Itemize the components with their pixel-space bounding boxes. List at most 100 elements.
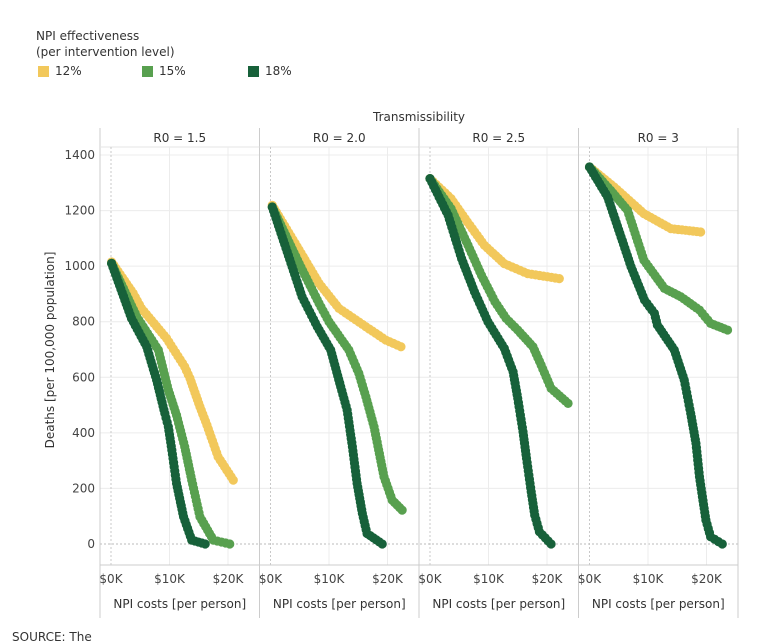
x-tick-label: $20K [691,572,723,586]
x-tick-label: $10K [473,572,505,586]
data-point [518,427,528,437]
y-tick-label: 1000 [64,259,95,273]
data-point [705,532,716,542]
x-tick-label: $10K [633,572,665,586]
legend-swatch-15 [142,65,153,77]
x-tick-label: $20K [532,572,564,586]
data-point [336,382,346,392]
data-point [639,255,649,265]
data-point [696,227,706,237]
data-point [616,232,626,242]
data-point [483,317,493,327]
data-point [361,392,371,402]
legend-title-line-2: (per intervention level) [36,45,175,59]
data-point [287,262,297,272]
data-point [499,259,509,269]
data-point [126,313,137,323]
source-note: SOURCE: The [12,630,92,644]
data-point [676,292,686,302]
data-point [666,224,676,234]
data-point [722,325,733,335]
data-point [294,259,304,269]
data-point [513,393,523,404]
data-point [686,408,696,419]
legend-item-18[interactable]: 18% [248,64,292,78]
data-point [312,322,322,332]
data-point [659,283,669,293]
y-tick-label: 1200 [64,204,95,218]
data-point [267,202,277,212]
x-tick-label: $0K [259,572,283,586]
data-point [490,297,500,307]
data-point [163,422,173,432]
data-point [396,342,406,352]
y-tick-label: 0 [87,537,95,551]
data-point [324,317,334,327]
x-axis-title: NPI costs [per person] [432,597,565,611]
data-point [513,325,523,335]
data-point [326,345,336,355]
data-point [200,539,210,549]
y-tick-label: 600 [72,370,95,384]
data-point [387,495,397,505]
data-point [639,209,649,219]
data-point [352,478,362,489]
data-point [208,535,218,545]
data-point [314,278,324,288]
data-point [347,442,357,452]
data-point [167,445,177,455]
data-point [377,539,387,549]
data-point [534,527,544,537]
facet-label: R0 = 3 [638,131,679,145]
data-point [499,343,509,353]
data-point [195,402,205,412]
data-point [528,342,538,352]
data-point [476,270,487,280]
legend-item-15[interactable]: 15% [142,64,186,78]
data-point [530,510,540,520]
facet-label: R0 = 2.5 [472,131,525,145]
data-point [187,535,197,545]
y-tick-label: 800 [72,315,95,329]
data-point [354,368,364,378]
data-point [523,269,533,279]
data-point [369,422,379,432]
data-point [536,360,546,370]
data-point [425,174,435,184]
legend-label-12: 12% [55,64,82,78]
data-point [563,398,573,409]
data-point [297,292,307,302]
x-axis-title: NPI costs [per person] [113,597,246,611]
data-point [521,453,532,464]
data-point [171,410,182,420]
data-point [180,362,190,372]
x-axis-title: NPI costs [per person] [273,597,406,611]
facet-label: R0 = 1.5 [153,131,206,145]
legend-item-12[interactable]: 12% [38,64,82,78]
data-point [180,442,190,452]
data-point [342,405,352,415]
data-point [152,375,162,385]
x-tick-label: $0K [418,572,442,586]
data-point [225,539,235,549]
data-point [397,505,407,515]
data-point [142,342,152,352]
data-point [202,420,212,430]
data-point [443,210,453,220]
data-point [185,373,195,383]
data-point [106,258,117,268]
x-tick-label: $10K [314,572,346,586]
data-point [554,274,564,284]
data-point [626,262,636,272]
data-point [526,487,536,497]
data-point [456,254,467,264]
data-point [546,383,556,393]
x-tick-label: $0K [99,572,123,586]
data-point [701,515,711,525]
data-point [161,333,172,343]
data-point [379,472,389,482]
data-point [652,320,662,330]
data-point [717,539,727,549]
data-point [463,240,473,250]
